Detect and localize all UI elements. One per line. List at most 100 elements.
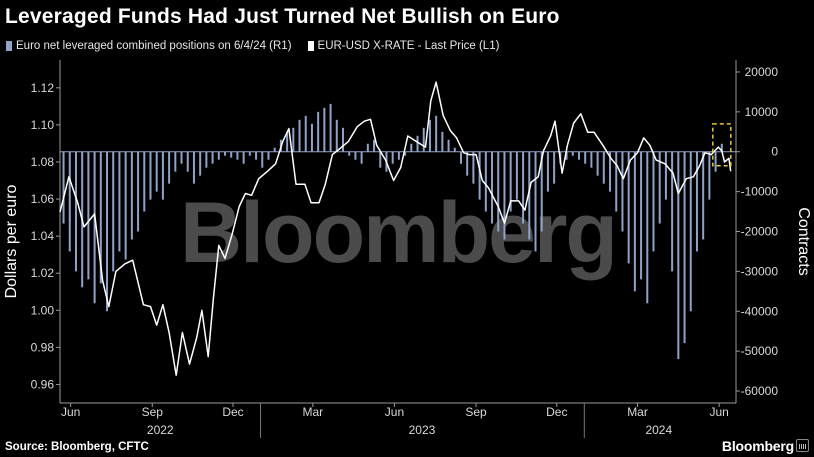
- position-bar: [186, 151, 189, 172]
- source-note: Source: Bloomberg, CFTC: [5, 441, 149, 453]
- right-tick-label: -30000: [741, 264, 779, 278]
- x-tick-label: Jun: [709, 405, 728, 419]
- position-bar: [236, 151, 239, 160]
- position-bar: [459, 151, 462, 164]
- position-bar: [74, 151, 77, 272]
- position-bar: [720, 143, 723, 152]
- position-bar: [410, 143, 413, 152]
- position-bar: [615, 151, 618, 212]
- position-bar: [149, 151, 152, 200]
- left-tick-label: 1.12: [31, 81, 55, 95]
- position-bar: [205, 151, 208, 168]
- position-bar: [143, 151, 146, 212]
- position-bar: [503, 151, 506, 240]
- position-bar: [534, 151, 537, 252]
- position-bar: [646, 151, 649, 304]
- brand-logo: Bloomberg: [721, 438, 794, 454]
- position-bar: [609, 151, 612, 192]
- left-tick-label: 0.96: [31, 377, 55, 391]
- position-bar: [298, 119, 301, 152]
- position-bar: [192, 151, 195, 184]
- position-bar: [590, 151, 593, 168]
- position-bar: [106, 151, 109, 312]
- position-bar: [553, 151, 556, 184]
- left-tick-label: 1.10: [31, 118, 55, 132]
- position-bar: [168, 151, 171, 184]
- position-bar: [242, 151, 245, 164]
- position-bar: [273, 147, 276, 152]
- position-bar: [497, 151, 500, 232]
- position-bar: [99, 151, 102, 284]
- position-bar: [137, 151, 140, 232]
- position-bar: [478, 151, 481, 200]
- legend-label-positions: Euro net leveraged combined positions on…: [16, 40, 292, 52]
- position-bar: [404, 151, 407, 156]
- position-bar: [217, 151, 220, 160]
- position-bar: [528, 151, 531, 240]
- legend-swatch-positions: [6, 41, 12, 51]
- position-bar: [373, 139, 376, 152]
- position-bar: [596, 151, 599, 176]
- position-bar: [472, 151, 475, 184]
- position-bar: [354, 151, 357, 160]
- position-bar: [584, 151, 587, 164]
- right-tick-label: 10000: [745, 105, 779, 119]
- position-bar: [310, 123, 313, 152]
- position-bar: [161, 151, 164, 200]
- position-bar: [292, 127, 295, 152]
- right-tick-label: 20000: [745, 65, 779, 79]
- position-bar: [652, 151, 655, 252]
- position-bar: [360, 151, 363, 164]
- year-label: 2023: [409, 423, 436, 437]
- position-bar: [447, 139, 450, 152]
- position-bar: [329, 103, 332, 152]
- right-tick-label: 0: [771, 145, 778, 159]
- position-bar: [267, 151, 270, 160]
- position-bar: [658, 151, 661, 224]
- right-tick-label: -60000: [741, 384, 779, 398]
- x-tick-label: Mar: [302, 405, 323, 419]
- position-bar: [640, 151, 643, 280]
- position-bar: [199, 151, 202, 176]
- position-bar: [491, 151, 494, 224]
- x-tick-label: Sep: [465, 405, 487, 419]
- position-bar: [627, 151, 630, 264]
- x-tick-label: Jun: [61, 405, 80, 419]
- position-bar: [571, 151, 574, 156]
- position-bar: [441, 131, 444, 152]
- position-bar: [62, 151, 65, 224]
- right-tick-label: -10000: [741, 185, 779, 199]
- highlight-box: [712, 123, 732, 167]
- position-bar: [230, 151, 233, 158]
- left-axis-label: Dollars per euro: [3, 184, 20, 298]
- position-bar: [224, 151, 227, 156]
- right-tick-label: -40000: [741, 304, 779, 318]
- position-bar: [391, 151, 394, 164]
- position-bar: [515, 151, 518, 200]
- position-bar: [664, 151, 667, 200]
- position-bar: [435, 115, 438, 152]
- x-tick-label: Dec: [546, 405, 567, 419]
- position-bar: [522, 151, 525, 224]
- position-bar: [379, 151, 382, 168]
- position-bar: [695, 151, 698, 252]
- position-bar: [286, 131, 289, 152]
- position-bar: [708, 151, 711, 200]
- chart-title: Leveraged Funds Had Just Turned Net Bull…: [5, 5, 560, 28]
- position-bar: [416, 135, 419, 152]
- position-bar: [130, 151, 133, 240]
- left-tick-label: 1.08: [31, 155, 55, 169]
- position-bar: [341, 127, 344, 152]
- year-label: 2024: [645, 423, 672, 437]
- position-bar: [93, 151, 96, 304]
- left-tick-label: 1.04: [31, 229, 55, 243]
- left-tick-label: 1.00: [31, 303, 55, 317]
- position-bar: [124, 151, 127, 260]
- left-tick-label: 0.98: [31, 340, 55, 354]
- position-bar: [211, 151, 214, 164]
- watermark-text: Bloomberg: [180, 185, 616, 281]
- year-label: 2022: [147, 423, 174, 437]
- position-bar: [335, 119, 338, 152]
- left-tick-label: 1.02: [31, 266, 55, 280]
- position-bar: [304, 115, 307, 152]
